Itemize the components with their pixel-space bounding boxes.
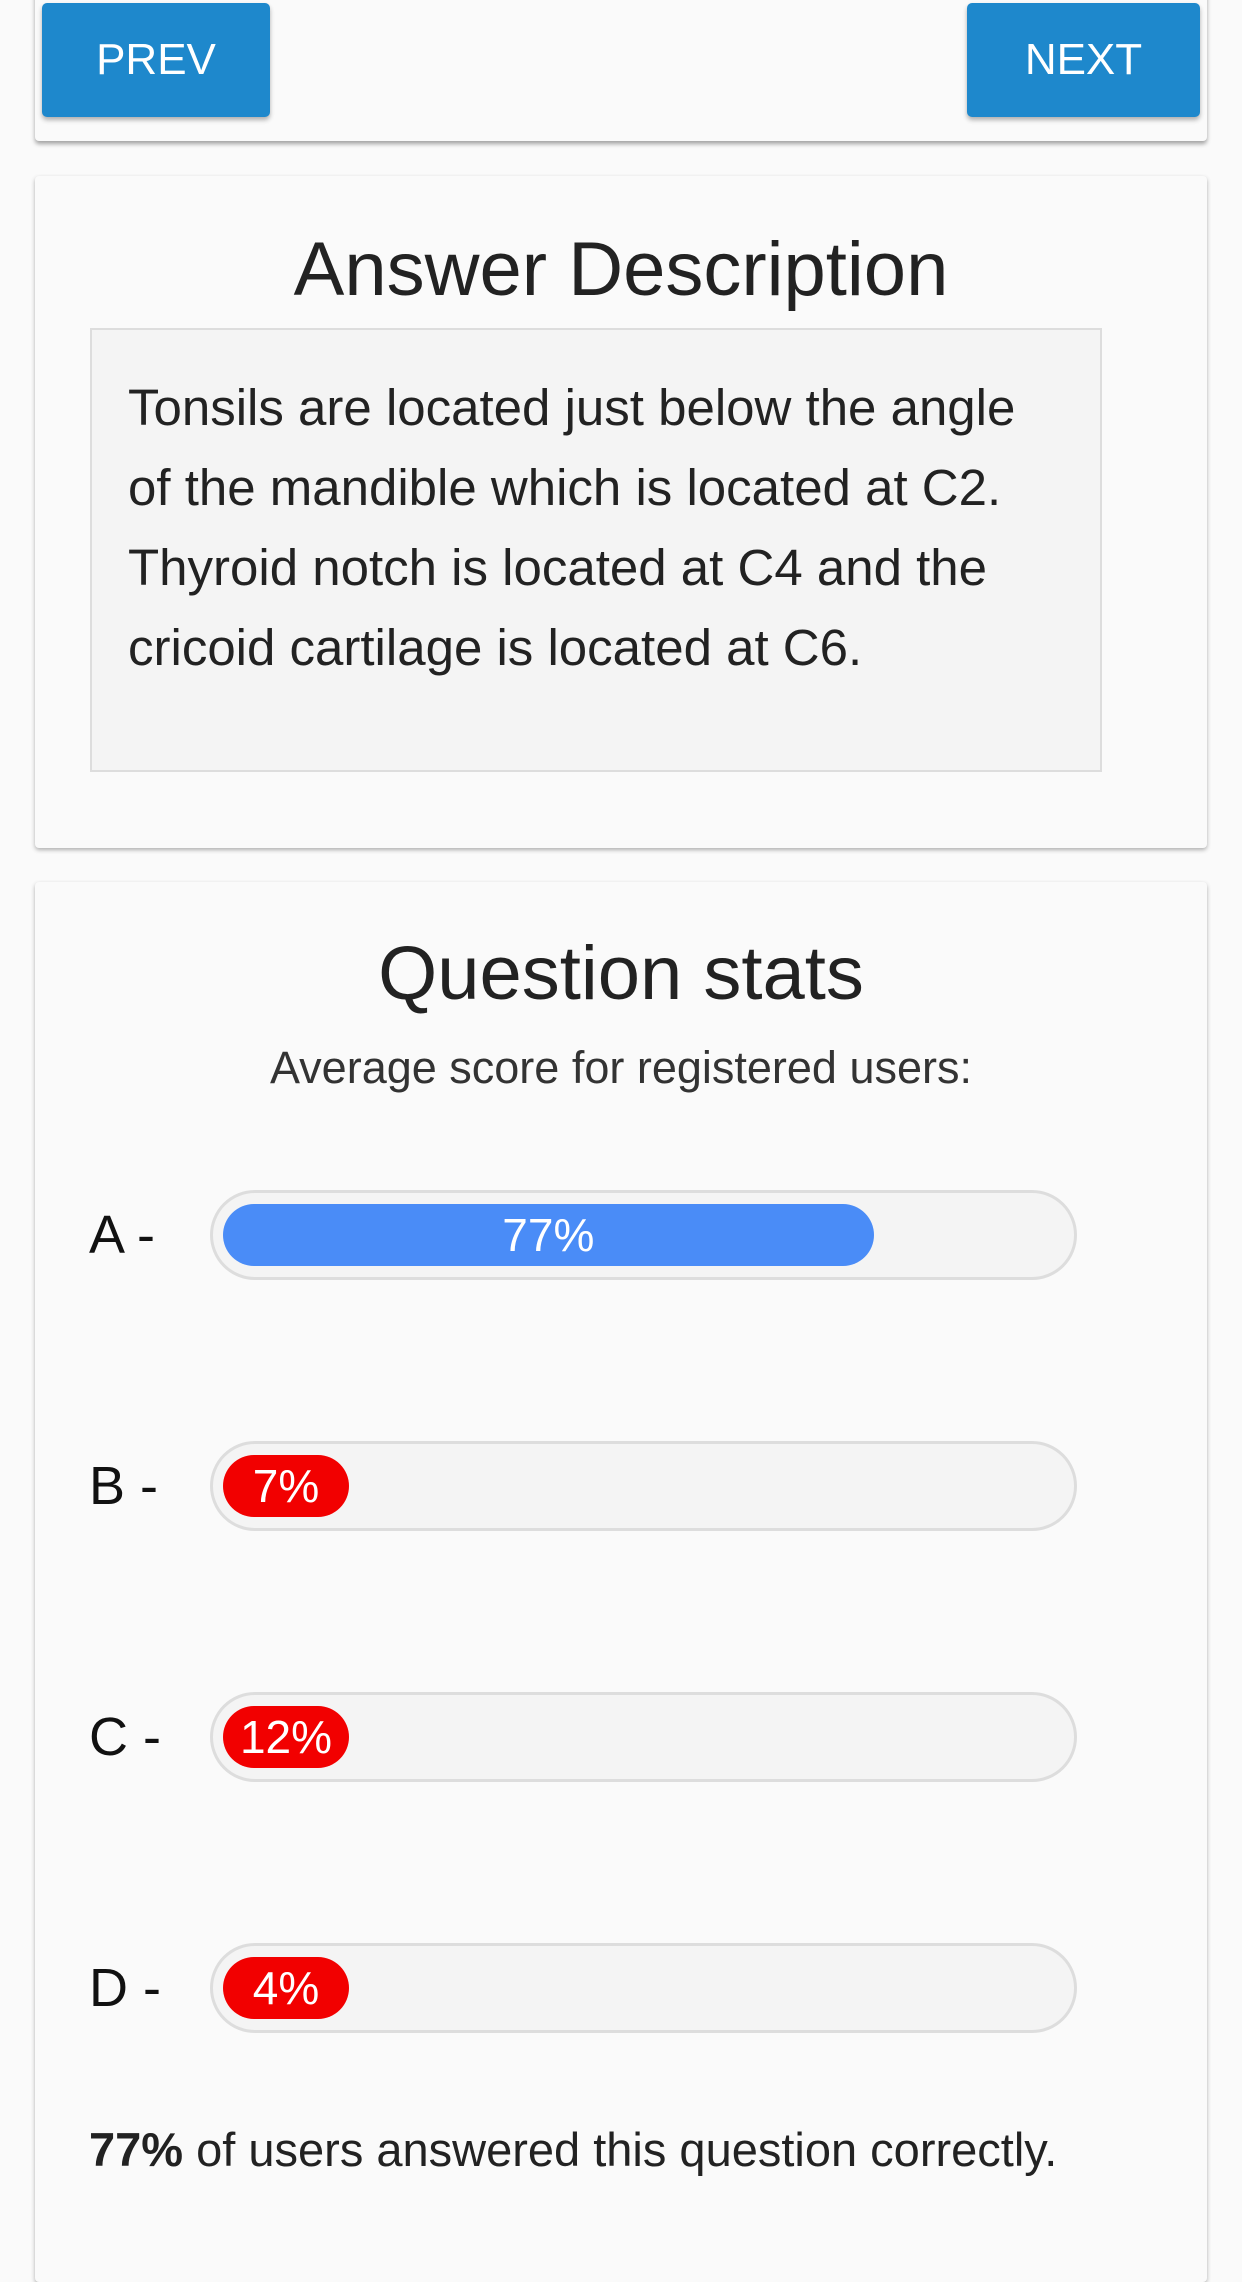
progress-track: 77% [210,1190,1077,1280]
answer-title: Answer Description [293,227,949,312]
progress-track: 12% [210,1692,1077,1782]
option-stat-row: B - 7% [89,1441,1139,1531]
stats-title: Question stats [378,931,864,1016]
answer-description-card: Answer Description Tonsils are located j… [35,176,1207,848]
option-label: C - [89,1707,161,1767]
progress-track: 7% [210,1441,1077,1531]
correct-summary: 77% of users answered this question corr… [89,2122,1057,2177]
progress-fill: 7% [223,1455,349,1517]
progress-track: 4% [210,1943,1077,2033]
answer-text: Tonsils are located just below the angle… [90,328,1102,772]
question-stats-card: Question stats Average score for registe… [35,882,1207,2282]
option-label: A - [89,1205,156,1265]
option-label: D - [89,1958,161,2018]
option-label: B - [89,1456,159,1516]
prev-button[interactable]: PREV [42,3,270,117]
option-stat-row: C - 12% [89,1692,1139,1782]
option-stat-row: D - 4% [89,1943,1139,2033]
progress-fill: 4% [223,1957,349,2019]
navigation-bar: PREV NEXT [35,0,1207,141]
progress-fill: 12% [223,1706,349,1768]
next-button[interactable]: NEXT [967,3,1200,117]
stats-subtitle: Average score for registered users: [269,1042,972,1093]
correct-summary-text: of users answered this question correctl… [183,2123,1058,2176]
progress-fill: 77% [223,1204,874,1266]
option-stat-row: A - 77% [89,1190,1139,1280]
correct-percent: 77% [89,2123,184,2176]
